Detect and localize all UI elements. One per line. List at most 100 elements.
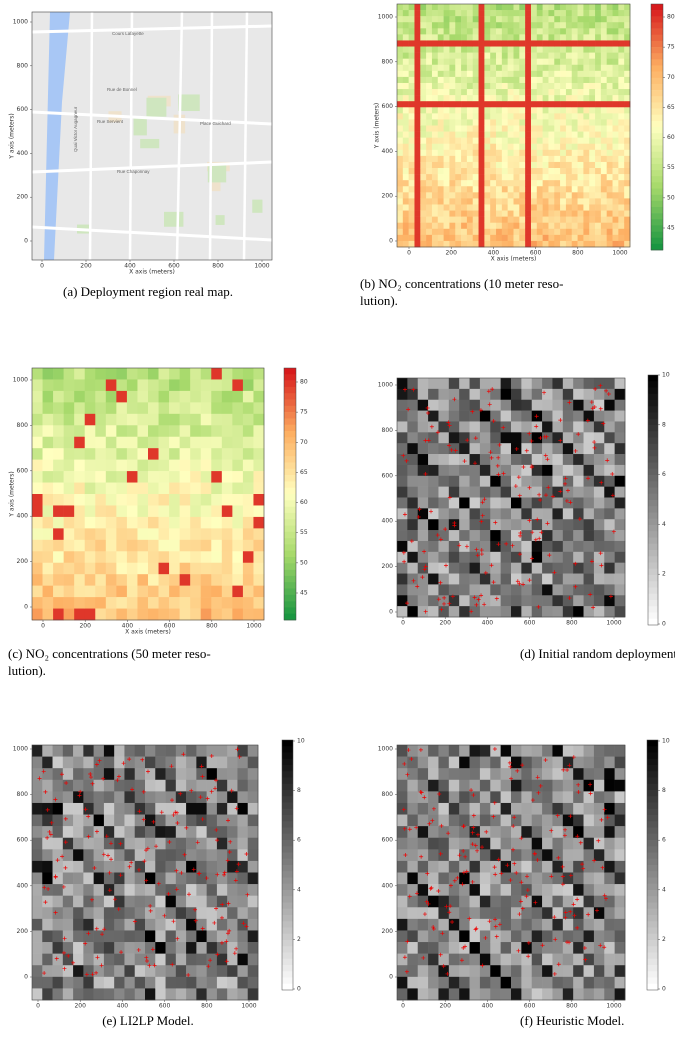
heat-cell <box>408 186 415 193</box>
colorbar-cell <box>284 368 296 375</box>
heat-cell <box>145 988 156 1001</box>
heat-cell <box>478 125 485 132</box>
heat-cell <box>513 234 520 242</box>
heat-cell <box>62 802 74 815</box>
heat-cell <box>604 872 615 885</box>
sensor-marker <box>86 814 91 819</box>
heat-cell <box>589 143 596 151</box>
heat-cell <box>531 907 543 920</box>
heat-cell <box>595 198 602 205</box>
heat-cell <box>426 192 433 199</box>
heat-cell <box>490 802 501 815</box>
sensor-marker <box>592 445 597 450</box>
heat-cell <box>448 918 460 931</box>
heat-cell <box>618 82 625 90</box>
heat-cell <box>565 107 573 114</box>
sensor-marker <box>431 927 436 932</box>
heat-cell <box>438 768 450 781</box>
heat-cell <box>469 942 481 954</box>
heat-cell <box>562 551 574 563</box>
heat-cell <box>525 82 532 90</box>
heat-cell <box>511 779 522 792</box>
heat-cell <box>455 210 462 217</box>
heat-cell <box>158 494 170 506</box>
heat-cell <box>490 378 501 390</box>
heat-cell <box>513 155 520 163</box>
heat-cell <box>32 608 43 621</box>
heat-cell <box>600 58 607 66</box>
heat-cell <box>165 756 177 769</box>
heat-cell <box>407 464 419 477</box>
heat-cell <box>420 70 427 78</box>
heat-cell <box>618 40 625 47</box>
heat-cell <box>519 34 526 41</box>
heat-cell <box>565 70 573 78</box>
heat-cell <box>531 562 543 574</box>
heat-cell <box>175 768 187 781</box>
heat-cell <box>247 860 259 873</box>
heat-cell <box>530 46 538 53</box>
heat-cell <box>438 756 450 769</box>
heat-cell <box>134 976 146 989</box>
heat-cell <box>179 505 191 518</box>
x-tick-label: 1000 <box>246 623 261 630</box>
heat-cell <box>455 107 462 114</box>
heat-cell <box>402 125 409 132</box>
heat-cell <box>459 606 470 618</box>
heat-cell <box>573 562 584 574</box>
heat-cell <box>618 4 625 11</box>
heat-cell <box>114 907 125 920</box>
heat-cell <box>604 802 615 815</box>
sensor-marker <box>136 867 141 872</box>
heat-cell <box>95 551 107 564</box>
heat-cell <box>420 168 427 175</box>
heat-cell <box>397 872 408 885</box>
map-label: Rue Chaponnay <box>117 169 150 174</box>
sensor-marker <box>440 931 445 936</box>
heat-cell <box>593 849 605 862</box>
heat-cell <box>490 421 501 433</box>
heat-cell <box>397 530 408 542</box>
panel: 0 200 400 600 800 100002004006008001000024681… <box>13 738 305 1028</box>
heat-cell <box>42 505 54 518</box>
colorbar-tick-label: 8 <box>662 421 666 428</box>
colorbar-cell <box>647 790 658 797</box>
heat-cell <box>507 234 514 242</box>
sensor-marker <box>53 874 58 879</box>
x-tick-label: 400 <box>117 1003 129 1010</box>
heat-cell <box>618 125 625 132</box>
heat-cell <box>496 137 503 145</box>
heat-cell <box>448 976 460 989</box>
heat-cell <box>95 505 107 518</box>
heat-cell <box>190 425 202 438</box>
heat-cell <box>221 597 233 609</box>
heat-cell <box>53 448 64 460</box>
heat-cell <box>472 82 479 90</box>
colorbar-cell <box>284 481 296 488</box>
heat-cell <box>124 756 136 769</box>
heat-cell <box>469 814 481 827</box>
heat-cell <box>114 988 125 1001</box>
heat-cell <box>554 64 561 72</box>
heat-cell <box>606 28 613 35</box>
heat-cell <box>402 198 409 205</box>
heat-cell <box>431 161 439 169</box>
heat-cell <box>571 186 578 193</box>
heat-cell <box>552 540 564 553</box>
heat-cell <box>414 46 421 53</box>
heat-cell <box>397 930 408 943</box>
sensor-marker <box>53 910 58 915</box>
heat-cell <box>179 471 191 483</box>
heat-cell <box>469 930 481 943</box>
heat-cell <box>490 52 497 59</box>
heat-cell <box>562 895 574 908</box>
heat-cell <box>455 28 462 35</box>
heat-cell <box>448 965 460 978</box>
heat-cell <box>232 436 244 449</box>
heat-cell <box>571 210 578 217</box>
heat-cell <box>595 107 602 114</box>
heat-cell <box>459 497 470 509</box>
heat-cell <box>469 849 481 862</box>
heat-cell <box>179 413 191 426</box>
